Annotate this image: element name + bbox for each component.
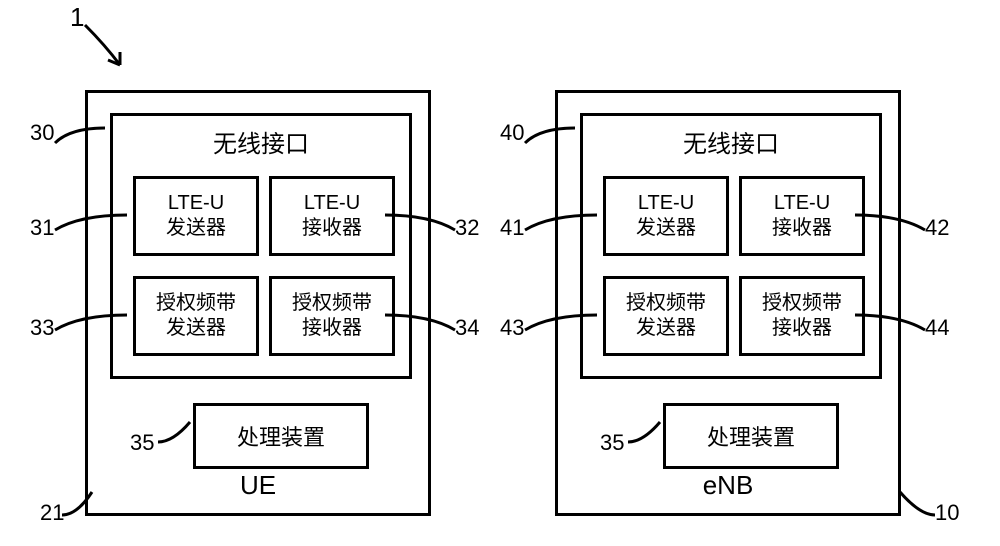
enb-lic-tx-l2: 发送器	[636, 317, 696, 339]
enb-lic-tx-text: 授权频带 发送器	[626, 291, 706, 341]
ref-30: 30	[30, 120, 54, 146]
ue-group-title: 无线接口	[113, 124, 409, 159]
ue-processor-box: 处理装置	[193, 403, 369, 469]
enb-radio-interface-group: 无线接口 LTE-U 发送器 LTE-U 接收器 授权频带 发送器	[580, 113, 882, 379]
ref-31: 31	[30, 215, 54, 241]
ue-lteu-rx-box: LTE-U 接收器	[269, 176, 395, 256]
ref-32: 32	[455, 215, 479, 241]
ref-10: 10	[935, 500, 959, 526]
diagram-canvas: 1 无线接口 LTE-U 发送器 LTE-U 接收器	[0, 0, 1000, 546]
ue-lic-rx-l2: 接收器	[302, 317, 362, 339]
enb-lteu-tx-box: LTE-U 发送器	[603, 176, 729, 256]
ref-35-enb: 35	[600, 430, 624, 456]
enb-group-title: 无线接口	[583, 124, 879, 159]
enb-lteu-rx-l2: 接收器	[772, 217, 832, 239]
enb-lic-rx-l2: 接收器	[772, 317, 832, 339]
ref-44: 44	[925, 315, 949, 341]
ue-lic-rx-box: 授权频带 接收器	[269, 276, 395, 356]
ref-40: 40	[500, 120, 524, 146]
ue-lteu-tx-box: LTE-U 发送器	[133, 176, 259, 256]
enb-lteu-rx-text: LTE-U 接收器	[772, 191, 832, 241]
ref-42: 42	[925, 215, 949, 241]
ue-lteu-rx-l2: 接收器	[302, 217, 362, 239]
ue-lic-tx-box: 授权频带 发送器	[133, 276, 259, 356]
enb-lic-rx-l1: 授权频带	[762, 292, 842, 314]
enb-processor-label: 处理装置	[707, 420, 795, 452]
enb-lteu-rx-box: LTE-U 接收器	[739, 176, 865, 256]
ue-bottom-label: UE	[88, 470, 428, 501]
enb-lic-tx-box: 授权频带 发送器	[603, 276, 729, 356]
enb-bottom-label: eNB	[558, 470, 898, 501]
ref-21: 21	[40, 500, 64, 526]
ue-lic-rx-l1: 授权频带	[292, 292, 372, 314]
enb-lic-rx-box: 授权频带 接收器	[739, 276, 865, 356]
enb-lteu-tx-l1: LTE-U	[638, 192, 694, 214]
ue-lic-tx-text: 授权频带 发送器	[156, 291, 236, 341]
enb-lteu-tx-l2: 发送器	[636, 217, 696, 239]
enb-lteu-rx-l1: LTE-U	[774, 192, 830, 214]
enb-lteu-tx-text: LTE-U 发送器	[636, 191, 696, 241]
lead-10	[895, 490, 935, 520]
ue-lteu-tx-l2: 发送器	[166, 217, 226, 239]
ref-43: 43	[500, 315, 524, 341]
enb-lic-rx-text: 授权频带 接收器	[762, 291, 842, 341]
ue-radio-interface-group: 无线接口 LTE-U 发送器 LTE-U 接收器 授权频带 发送器	[110, 113, 412, 379]
ue-lic-rx-text: 授权频带 接收器	[292, 291, 372, 341]
figure-arrow	[80, 20, 140, 80]
ue-lteu-tx-l1: LTE-U	[168, 192, 224, 214]
ue-lteu-rx-l1: LTE-U	[304, 192, 360, 214]
ue-lic-tx-l2: 发送器	[166, 317, 226, 339]
ue-lteu-tx-text: LTE-U 发送器	[166, 191, 226, 241]
ref-34: 34	[455, 315, 479, 341]
ue-lic-tx-l1: 授权频带	[156, 292, 236, 314]
enb-processor-box: 处理装置	[663, 403, 839, 469]
ref-41: 41	[500, 215, 524, 241]
ref-35-ue: 35	[130, 430, 154, 456]
ref-33: 33	[30, 315, 54, 341]
ue-processor-label: 处理装置	[237, 420, 325, 452]
enb-lic-tx-l1: 授权频带	[626, 292, 706, 314]
ue-lteu-rx-text: LTE-U 接收器	[302, 191, 362, 241]
